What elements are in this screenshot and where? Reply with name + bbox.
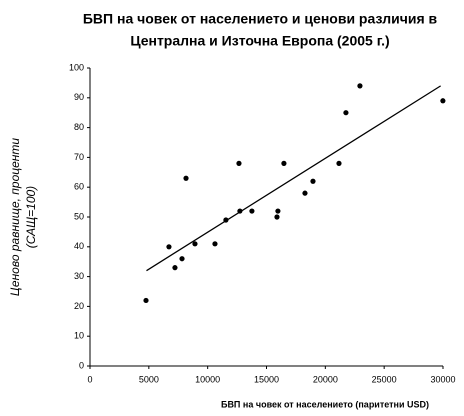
point	[281, 160, 287, 166]
y-tick-label: 40	[74, 241, 84, 251]
x-tick-label: 10000	[195, 374, 220, 384]
y-tick-label: 30	[74, 271, 84, 281]
point	[192, 241, 198, 247]
point	[440, 98, 446, 104]
point	[249, 208, 255, 214]
y-tick-label: 0	[79, 360, 84, 370]
point	[183, 175, 189, 181]
y-tick-label: 70	[74, 152, 84, 162]
y-tick-label: 60	[74, 182, 84, 192]
x-tick-label: 15000	[254, 374, 279, 384]
point	[302, 190, 308, 196]
chart-title: Централна и Източна Европа (2005 г.)	[130, 33, 389, 49]
point	[179, 256, 185, 262]
y-axis-label: Ценово равнище, проценти	[8, 138, 22, 296]
x-tick-label: 30000	[430, 374, 455, 384]
y-tick-label: 80	[74, 122, 84, 132]
point	[274, 214, 280, 220]
point	[143, 297, 149, 304]
point	[212, 241, 218, 247]
point	[275, 208, 281, 214]
point	[172, 265, 178, 271]
x-tick-label: 5000	[139, 374, 159, 384]
x-tick-label: 25000	[372, 374, 397, 384]
y-tick-label: 100	[69, 62, 84, 72]
x-axis-label: БВП на човек от населението (паритетни U…	[221, 399, 429, 409]
y-axis-label: (САЩ=100)	[24, 186, 38, 248]
y-tick-label: 10	[74, 331, 84, 341]
point	[336, 160, 342, 166]
chart-title: БВП на човек от населението и ценови раз…	[83, 11, 438, 27]
point	[343, 110, 349, 116]
point	[236, 160, 242, 166]
point	[310, 178, 316, 184]
point	[357, 83, 363, 89]
x-tick-label: 20000	[313, 374, 338, 384]
y-tick-label: 90	[74, 92, 84, 102]
point	[166, 244, 172, 250]
y-tick-label: 20	[74, 301, 84, 311]
trend-line	[146, 85, 441, 272]
x-tick-label: 0	[87, 374, 92, 384]
y-tick-label: 50	[74, 211, 84, 221]
